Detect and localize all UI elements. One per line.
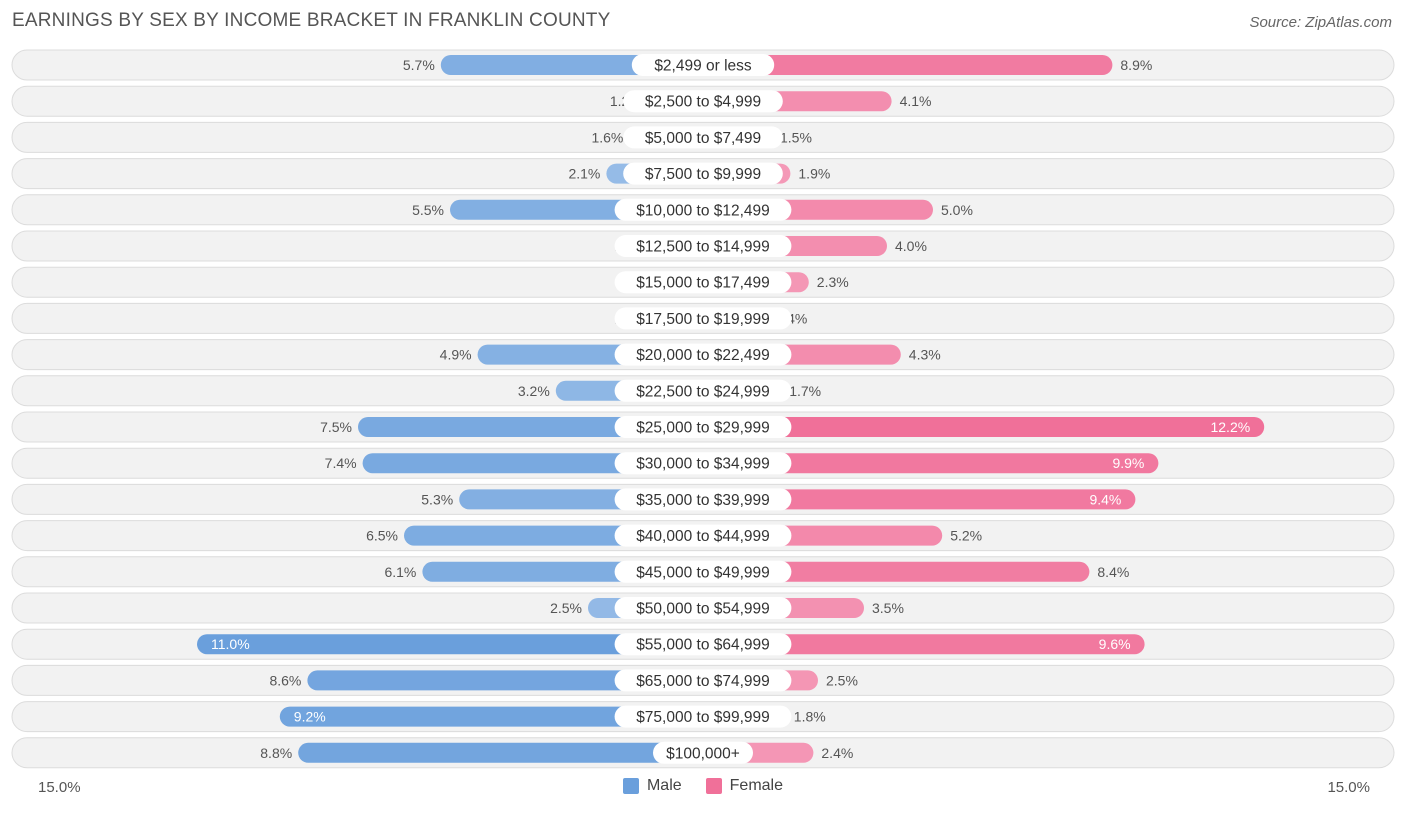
- category-pill: [614, 705, 792, 728]
- female-value-label: 1.7%: [789, 383, 821, 399]
- category-label: $7,500 to $9,999: [645, 166, 761, 183]
- male-value-label: 3.2%: [518, 383, 550, 399]
- category-pill: [631, 54, 775, 76]
- female-value-label: 4.1%: [900, 93, 932, 109]
- category-label: $55,000 to $64,999: [636, 637, 770, 654]
- legend: Male Female: [0, 777, 1406, 795]
- male-value-label: 4.9%: [440, 347, 472, 363]
- female-value-label: 9.4%: [1089, 491, 1121, 507]
- category-label: $15,000 to $17,499: [636, 275, 770, 292]
- male-value-label: 8.6%: [269, 672, 301, 688]
- category-label: $75,000 to $99,999: [636, 709, 770, 726]
- female-bar: [703, 489, 1136, 510]
- category-pill: [614, 379, 792, 402]
- category-pill: [614, 488, 792, 511]
- male-value-label: 5.5%: [412, 202, 444, 218]
- category-label: $50,000 to $54,999: [636, 601, 770, 618]
- category-label: $45,000 to $49,999: [636, 564, 770, 581]
- female-value-label: 1.5%: [780, 129, 812, 145]
- category-label: $10,000 to $12,499: [636, 202, 770, 219]
- male-value-label: 7.5%: [320, 419, 352, 435]
- male-value-label: 2.1%: [568, 166, 600, 182]
- category-label: $2,499 or less: [654, 58, 752, 75]
- category-pill: [614, 343, 792, 366]
- category-label: $65,000 to $74,999: [636, 673, 770, 690]
- legend-item-male: Male: [622, 777, 682, 795]
- category-pill: [614, 560, 792, 583]
- female-value-label: 1.8%: [794, 709, 826, 725]
- chart-title: EARNINGS BY SEX BY INCOME BRACKET IN FRA…: [12, 10, 611, 31]
- male-bar: [307, 670, 703, 691]
- category-label: $25,000 to $29,999: [636, 420, 770, 437]
- male-value-label: 5.7%: [403, 57, 435, 73]
- legend-label-male: Male: [646, 777, 682, 794]
- category-pill: [623, 90, 783, 113]
- source-label: Source: ZipAtlas.com: [1249, 14, 1392, 31]
- category-label: $22,500 to $24,999: [636, 383, 770, 400]
- female-value-label: 12.2%: [1210, 419, 1250, 435]
- female-value-label: 5.0%: [941, 202, 973, 218]
- male-value-label: 9.2%: [294, 709, 326, 725]
- female-value-label: 2.5%: [826, 672, 858, 688]
- category-pill: [614, 633, 792, 656]
- male-value-label: 5.3%: [421, 491, 453, 507]
- female-value-label: 3.5%: [872, 600, 904, 616]
- category-pill: [614, 416, 792, 438]
- category-pill: [614, 524, 792, 547]
- female-bar: [703, 453, 1159, 474]
- legend-swatch-male: [622, 778, 639, 794]
- female-value-label: 5.2%: [950, 528, 982, 544]
- female-bar: [703, 561, 1090, 582]
- category-pill: [623, 126, 783, 149]
- category-pill: [614, 452, 792, 475]
- male-value-label: 6.5%: [366, 528, 398, 544]
- category-label: $35,000 to $39,999: [636, 492, 770, 509]
- female-bar: [703, 55, 1113, 75]
- female-bar: [703, 417, 1265, 437]
- male-value-label: 8.8%: [260, 745, 292, 761]
- legend-swatch-female: [705, 778, 722, 794]
- male-value-label: 11.0%: [211, 636, 250, 652]
- category-pill: [614, 271, 792, 294]
- male-value-label: 6.1%: [384, 564, 416, 580]
- category-pill: [614, 669, 792, 692]
- category-label: $40,000 to $44,999: [636, 528, 770, 545]
- female-value-label: 9.9%: [1112, 455, 1144, 471]
- category-label: $20,000 to $22,499: [636, 347, 770, 364]
- male-value-label: 7.4%: [325, 455, 357, 471]
- female-value-label: 8.9%: [1120, 57, 1152, 73]
- category-label: $2,500 to $4,999: [645, 94, 761, 111]
- female-value-label: 9.6%: [1099, 636, 1131, 652]
- male-bar: [197, 634, 703, 655]
- legend-label-female: Female: [729, 777, 784, 794]
- female-value-label: 1.9%: [798, 166, 830, 182]
- axis-right-label: 15.0%: [1327, 779, 1370, 796]
- axis-left-label: 15.0%: [38, 779, 81, 796]
- category-label: $12,500 to $14,999: [636, 239, 770, 256]
- category-pill: [623, 162, 783, 185]
- category-label: $17,500 to $19,999: [636, 311, 770, 328]
- male-value-label: 1.6%: [591, 129, 623, 145]
- category-pill: [614, 307, 792, 330]
- category-pill: [614, 198, 792, 221]
- category-pill: [653, 741, 753, 764]
- legend-item-female: Female: [705, 777, 784, 795]
- female-value-label: 4.0%: [895, 238, 927, 254]
- female-value-label: 8.4%: [1097, 564, 1129, 580]
- category-label: $30,000 to $34,999: [636, 456, 770, 473]
- female-value-label: 2.4%: [821, 745, 853, 761]
- category-pill: [614, 235, 792, 257]
- female-bar: [703, 634, 1145, 655]
- male-bar: [279, 706, 703, 727]
- category-label: $5,000 to $7,499: [645, 130, 761, 147]
- category-label: $100,000+: [666, 745, 740, 762]
- male-bar: [298, 742, 703, 763]
- male-value-label: 2.5%: [550, 600, 582, 616]
- category-pill: [614, 597, 792, 619]
- female-value-label: 2.3%: [817, 274, 849, 290]
- female-value-label: 4.3%: [909, 347, 941, 363]
